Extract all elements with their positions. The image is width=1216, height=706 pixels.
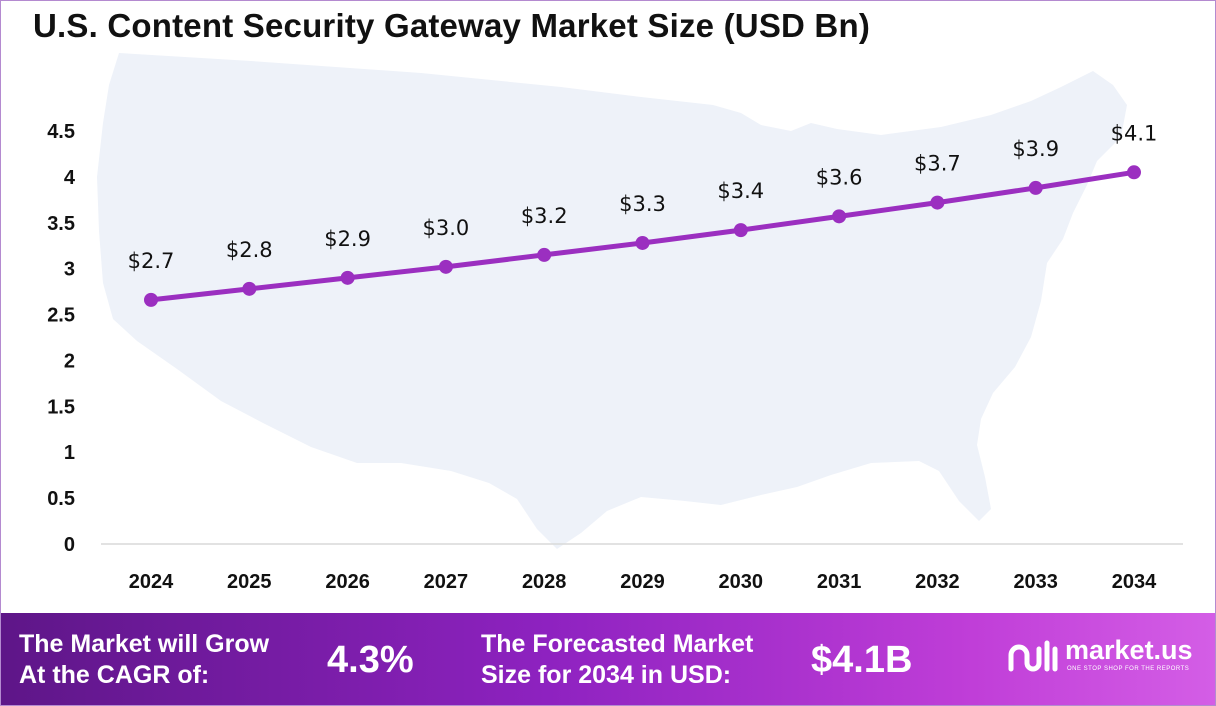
data-point [438, 259, 453, 274]
x-tick-label: 2028 [522, 571, 567, 593]
data-point [242, 281, 257, 296]
cagr-label-line-1: The Market will Grow [19, 630, 270, 658]
y-tick-label: 0.5 [47, 488, 75, 510]
forecast-label-line-1: The Forecasted Market [481, 630, 754, 658]
x-tick-label: 2032 [915, 571, 960, 593]
cagr-label-line-2: At the CAGR of: [19, 661, 210, 689]
x-tick-label: 2027 [424, 571, 469, 593]
x-tick-label: 2025 [227, 571, 272, 593]
y-tick-label: 3.5 [47, 213, 75, 235]
data-label: $2.9 [324, 227, 371, 251]
x-tick-label: 2031 [817, 571, 862, 593]
y-tick-label: 2.5 [47, 305, 75, 327]
forecast-value: $4.1B [811, 639, 913, 681]
market-us-logo-icon [1008, 640, 1058, 672]
data-points [144, 165, 1141, 307]
data-label: $2.7 [128, 249, 175, 273]
x-tick-label: 2026 [325, 571, 370, 593]
cagr-value: 4.3% [327, 639, 414, 681]
data-point [1028, 180, 1043, 195]
y-tick-label: 1.5 [47, 396, 75, 418]
x-tick-label: 2024 [129, 571, 174, 593]
chart-title: U.S. Content Security Gateway Market Siz… [33, 7, 871, 44]
data-label: $3.0 [423, 216, 470, 240]
us-map-silhouette [97, 53, 1127, 549]
logo-tagline: ONE STOP SHOP FOR THE REPORTS [1067, 666, 1190, 672]
data-label: $3.7 [914, 152, 961, 176]
logo-text: market.us [1065, 635, 1193, 665]
data-labels: $2.7 $2.8 $2.9 $3.0 $3.2 $3.3 $3.4 $3.6 $3.7 $3.9… [128, 121, 1158, 273]
data-point [1127, 165, 1141, 180]
data-point [930, 195, 945, 210]
y-tick-label: 4.5 [47, 121, 75, 143]
data-label: $3.4 [717, 179, 764, 203]
data-point [537, 247, 552, 262]
data-point [635, 235, 650, 250]
data-label: $3.2 [521, 204, 568, 228]
y-tick-label: 2 [64, 350, 75, 372]
line-chart: 00.511.522.533.544.5 2024 2025 2026 2027 202… [47, 53, 1183, 593]
data-point [733, 223, 748, 238]
data-point [144, 292, 158, 307]
data-point [832, 209, 847, 224]
forecast-label: The Forecasted Market Size for 2034 in U… [481, 629, 753, 691]
y-tick-label: 1 [64, 442, 75, 464]
x-axis: 2024 2025 2026 2027 2028 2029 2030 2031 2032 2033… [129, 571, 1157, 593]
x-tick-label: 2034 [1112, 571, 1157, 593]
y-tick-label: 3 [64, 259, 75, 281]
x-tick-label: 2030 [719, 571, 764, 593]
forecast-label-line-2: Size for 2034 in USD: [481, 661, 732, 689]
y-tick-label: 0 [64, 534, 75, 556]
x-tick-label: 2033 [1013, 571, 1058, 593]
y-tick-label: 4 [64, 167, 76, 189]
data-label: $3.3 [619, 192, 666, 216]
cagr-label: The Market will Grow At the CAGR of: [19, 629, 269, 691]
y-axis: 0 0.5 1 1.5 2 2.5 3 3.5 4 4.5 [47, 121, 76, 556]
data-label: $3.6 [816, 165, 863, 189]
summary-footer: The Market will Grow At the CAGR of: 4.3… [1, 613, 1215, 705]
x-tick-label: 2029 [620, 571, 665, 593]
data-label: $4.1 [1111, 121, 1158, 145]
data-label: $3.9 [1012, 137, 1059, 161]
data-label: $2.8 [226, 238, 273, 262]
data-point [340, 270, 355, 285]
